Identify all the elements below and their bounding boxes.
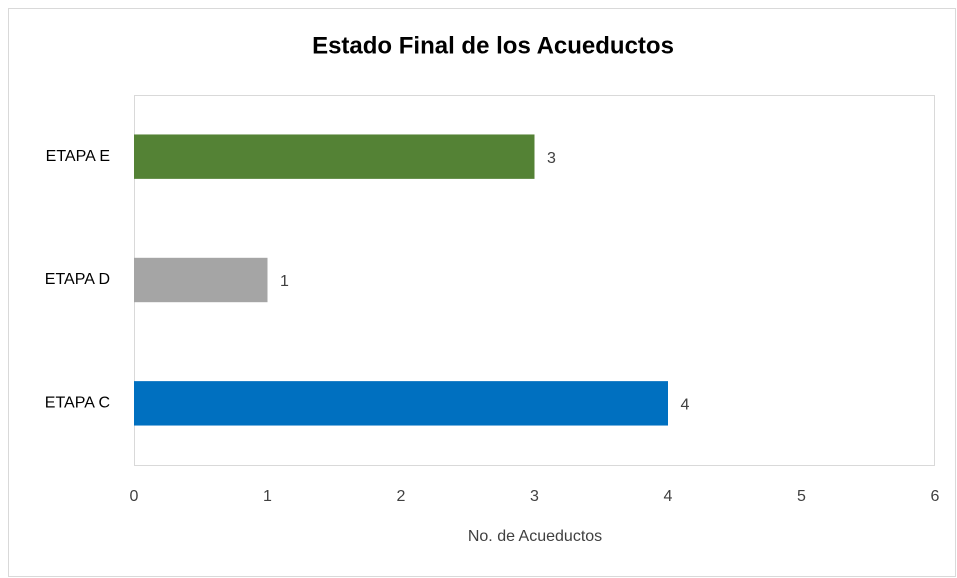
- y-tick-label: ETAPA C: [45, 395, 110, 412]
- data-label: 3: [547, 150, 556, 167]
- x-tick-label: 6: [931, 488, 940, 505]
- x-axis-label: No. de Acueductos: [468, 528, 602, 545]
- y-tick-label: ETAPA E: [46, 148, 110, 165]
- chart-title: Estado Final de los Acueductos: [312, 32, 674, 59]
- x-tick-label: 2: [397, 488, 406, 505]
- bar: [134, 134, 535, 179]
- bar: [134, 381, 668, 426]
- data-label: 1: [280, 273, 289, 290]
- x-tick-label: 5: [797, 488, 806, 505]
- y-tick-label: ETAPA D: [45, 271, 110, 288]
- x-tick-label: 3: [530, 488, 539, 505]
- x-tick-label: 4: [664, 488, 673, 505]
- data-label: 4: [681, 397, 690, 414]
- x-tick-label: 0: [130, 488, 139, 505]
- x-tick-label: 1: [263, 488, 272, 505]
- bar: [134, 257, 268, 303]
